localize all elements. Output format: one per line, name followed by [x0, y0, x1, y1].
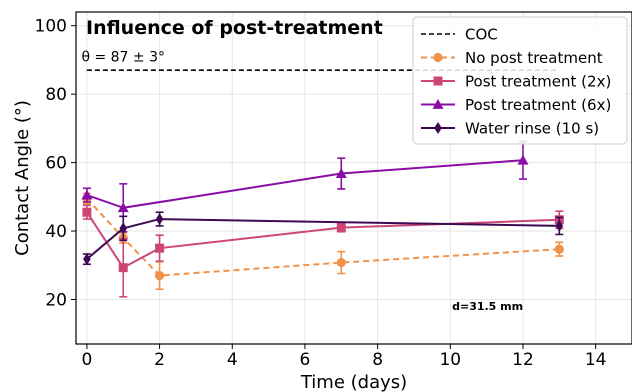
- legend-marker: [434, 122, 442, 134]
- x-axis-title: Time (days): [300, 372, 407, 392]
- y-tick-label: 80: [45, 85, 67, 105]
- x-tick-label: 14: [585, 350, 607, 370]
- legend-label: Post treatment (6x): [465, 96, 611, 114]
- annotations: θ = 87 ± 3° d=31.5 mm: [81, 50, 523, 313]
- series-no-post-treatment: [82, 192, 564, 291]
- legend-marker: [433, 52, 443, 63]
- legend-marker: [432, 99, 444, 109]
- x-tick-label: 4: [227, 350, 238, 370]
- data-point: [154, 270, 165, 281]
- series-line: [86, 197, 560, 277]
- series-post-treatment-2x-: [82, 204, 564, 298]
- theta-annotation: θ = 87 ± 3°: [81, 50, 165, 66]
- legend-label: Water rinse (10 s): [465, 120, 599, 138]
- data-point: [336, 257, 346, 268]
- x-tick-label: 10: [439, 350, 461, 370]
- legend-marker: [433, 76, 443, 86]
- y-tick-label: 60: [45, 154, 67, 174]
- series-line: [86, 218, 560, 260]
- x-tick-label: 0: [81, 350, 92, 370]
- x-tick-label: 6: [300, 350, 311, 370]
- data-point: [82, 207, 92, 217]
- series-line: [86, 159, 524, 209]
- y-axis-title: Contact Angle (°): [12, 100, 33, 256]
- data-point: [335, 168, 347, 178]
- data-point: [83, 253, 91, 266]
- legend-label: Post treatment (2x): [465, 73, 611, 91]
- data-point: [155, 213, 164, 226]
- data-point: [554, 244, 564, 254]
- legend: COC No post treatment Post treatment (2x) P…: [412, 16, 628, 145]
- chart-title: Influence of post-treatment: [86, 17, 383, 39]
- data-point: [118, 263, 128, 273]
- plot-frame: [75, 11, 632, 345]
- x-tick-label: 2: [154, 350, 165, 370]
- legend-label: No post treatment: [465, 49, 603, 67]
- data-point: [81, 189, 93, 200]
- data-point: [336, 223, 346, 233]
- y-tick-label: 20: [45, 291, 67, 311]
- legend-label: COC: [465, 26, 498, 44]
- x-tick-label: 12: [512, 350, 534, 370]
- data-point: [117, 202, 129, 213]
- x-tick-label: 8: [372, 350, 383, 370]
- data-point: [155, 243, 165, 253]
- y-tick-label: 100: [35, 17, 67, 37]
- series-layer: [81, 69, 564, 298]
- y-tick-label: 40: [45, 222, 67, 242]
- data-point: [119, 222, 128, 235]
- data-point: [555, 219, 564, 232]
- legend-box: [412, 16, 628, 145]
- series-water-rinse-10-s-: [82, 211, 564, 266]
- diameter-annotation: d=31.5 mm: [452, 300, 523, 313]
- axis-ticks: 0 2 4 6 8 10 12 14 20 40 60 80 100: [35, 17, 607, 370]
- data-point: [517, 154, 529, 165]
